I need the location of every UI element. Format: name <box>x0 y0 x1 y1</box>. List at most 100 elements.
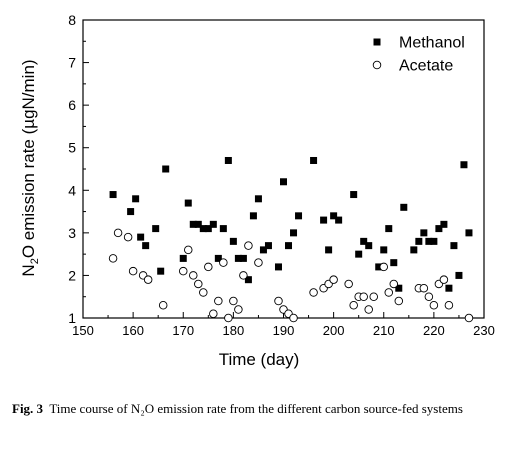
data-point <box>385 225 393 233</box>
data-point <box>162 165 170 173</box>
data-point <box>425 237 433 245</box>
y-tick-label: 4 <box>68 182 76 198</box>
data-point <box>142 242 150 250</box>
data-point <box>184 199 192 207</box>
data-point <box>289 313 298 323</box>
data-point <box>310 156 318 164</box>
data-point <box>137 233 145 241</box>
data-point <box>420 229 428 237</box>
data-point <box>179 254 187 262</box>
data-point <box>430 237 438 245</box>
data-point <box>290 229 298 237</box>
data-point <box>369 292 378 301</box>
data-point <box>365 242 373 250</box>
x-tick-label: 230 <box>473 323 495 338</box>
data-point <box>143 275 153 284</box>
x-tick-label: 160 <box>122 323 144 338</box>
legend-label: Methanol <box>399 35 465 52</box>
legend-label: Acetate <box>399 58 453 75</box>
data-point <box>234 305 243 314</box>
y-tick-label: 6 <box>68 97 76 113</box>
y-tick-label: 5 <box>68 140 76 156</box>
legend: Methanol Acetate <box>372 35 465 75</box>
data-point <box>330 212 338 220</box>
series-acetate <box>108 228 474 323</box>
data-point <box>464 313 474 323</box>
data-point <box>214 254 222 262</box>
data-point <box>264 242 272 250</box>
data-point <box>108 254 118 263</box>
scatter-chart: 150 160 170 180 190 200 210 220 230 1 2 3 4 5 6 7 8 Meth… <box>19 12 495 369</box>
axis-ticks: 150 160 170 180 190 200 210 220 230 1 2 3 4 5 6 7 8 <box>68 12 495 338</box>
data-point <box>209 309 218 318</box>
data-point <box>424 292 434 301</box>
y-axis-label: N2O emission rate (µgN/min) <box>19 59 41 276</box>
data-point <box>460 161 468 169</box>
data-point <box>209 220 217 228</box>
data-point <box>152 225 160 233</box>
y-tick-label: 7 <box>68 55 76 71</box>
data-point <box>329 275 338 284</box>
data-point <box>199 288 208 297</box>
y-axis-label-subscript: 2 <box>29 258 41 264</box>
figure-caption-text: Time course of N₂O emission rate from th… <box>49 401 463 416</box>
data-point <box>325 246 333 254</box>
y-tick-label: 3 <box>68 225 76 241</box>
data-point <box>219 225 227 233</box>
data-point <box>384 288 394 297</box>
data-point <box>239 271 248 280</box>
data-point <box>189 220 197 228</box>
data-point <box>335 216 343 224</box>
data-point <box>229 237 237 245</box>
data-point <box>127 208 135 216</box>
x-tick-label: 150 <box>72 323 94 338</box>
data-point <box>113 228 123 238</box>
data-point <box>360 237 368 245</box>
data-point <box>178 266 188 276</box>
data-point <box>445 284 453 292</box>
data-point <box>309 288 318 297</box>
y-tick-label: 2 <box>68 267 76 283</box>
data-point <box>224 313 233 323</box>
data-point <box>158 300 168 310</box>
data-point <box>239 254 247 262</box>
data-point <box>400 203 408 211</box>
data-points <box>108 156 474 323</box>
series-methanol <box>109 156 473 292</box>
data-point <box>295 212 303 220</box>
x-tick-label: 190 <box>273 323 295 338</box>
data-point <box>429 300 439 310</box>
data-point <box>194 220 202 228</box>
data-point <box>465 229 473 237</box>
data-point <box>109 191 117 199</box>
data-point <box>219 258 228 267</box>
data-point <box>285 242 293 250</box>
data-point <box>244 241 253 250</box>
data-point <box>254 195 262 203</box>
data-point <box>380 246 388 254</box>
data-point <box>390 259 398 267</box>
data-point <box>450 242 458 250</box>
data-point <box>204 262 213 272</box>
data-point <box>355 250 363 258</box>
data-point <box>199 225 207 233</box>
data-point <box>224 156 232 164</box>
data-point <box>395 284 403 292</box>
data-point <box>415 237 423 245</box>
data-point <box>234 254 242 262</box>
data-point <box>214 296 223 306</box>
x-tick-label: 210 <box>373 323 395 338</box>
data-point <box>229 296 238 306</box>
data-point <box>189 271 198 280</box>
data-point <box>435 225 443 233</box>
data-point <box>280 178 287 186</box>
data-point <box>259 246 267 254</box>
data-point <box>439 275 449 284</box>
data-point <box>444 300 454 310</box>
y-tick-label: 8 <box>68 12 76 28</box>
data-point <box>274 263 282 271</box>
data-point <box>254 258 263 267</box>
x-axis-label: Time (day) <box>219 350 300 369</box>
data-point <box>410 246 418 254</box>
data-point <box>455 271 463 279</box>
